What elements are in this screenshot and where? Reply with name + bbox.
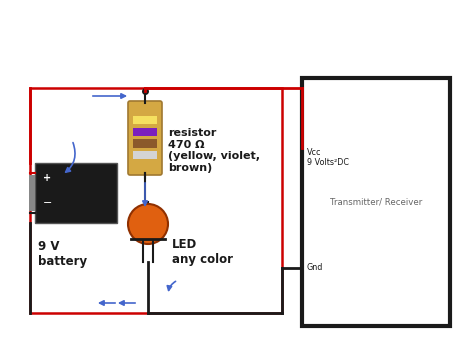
Bar — [35, 163, 117, 223]
Text: Gnd: Gnd — [307, 263, 323, 273]
Bar — [133, 151, 157, 159]
Circle shape — [128, 204, 168, 244]
Text: resistor
470 Ω
(yellow, violet,
brown): resistor 470 Ω (yellow, violet, brown) — [168, 128, 260, 173]
FancyBboxPatch shape — [128, 101, 162, 175]
Bar — [133, 127, 157, 136]
Text: Transmitter/ Receiver: Transmitter/ Receiver — [330, 197, 422, 207]
Text: +: + — [43, 173, 51, 183]
Bar — [302, 78, 450, 326]
Text: −: − — [43, 198, 52, 208]
Text: LED
any color: LED any color — [172, 238, 233, 266]
Bar — [29, 175, 35, 211]
Bar — [133, 116, 157, 124]
Text: Vcc
9 Volts²DC: Vcc 9 Volts²DC — [307, 148, 349, 168]
Bar — [133, 140, 157, 148]
Text: 9 V
battery: 9 V battery — [38, 240, 87, 268]
Bar — [30, 88, 282, 313]
